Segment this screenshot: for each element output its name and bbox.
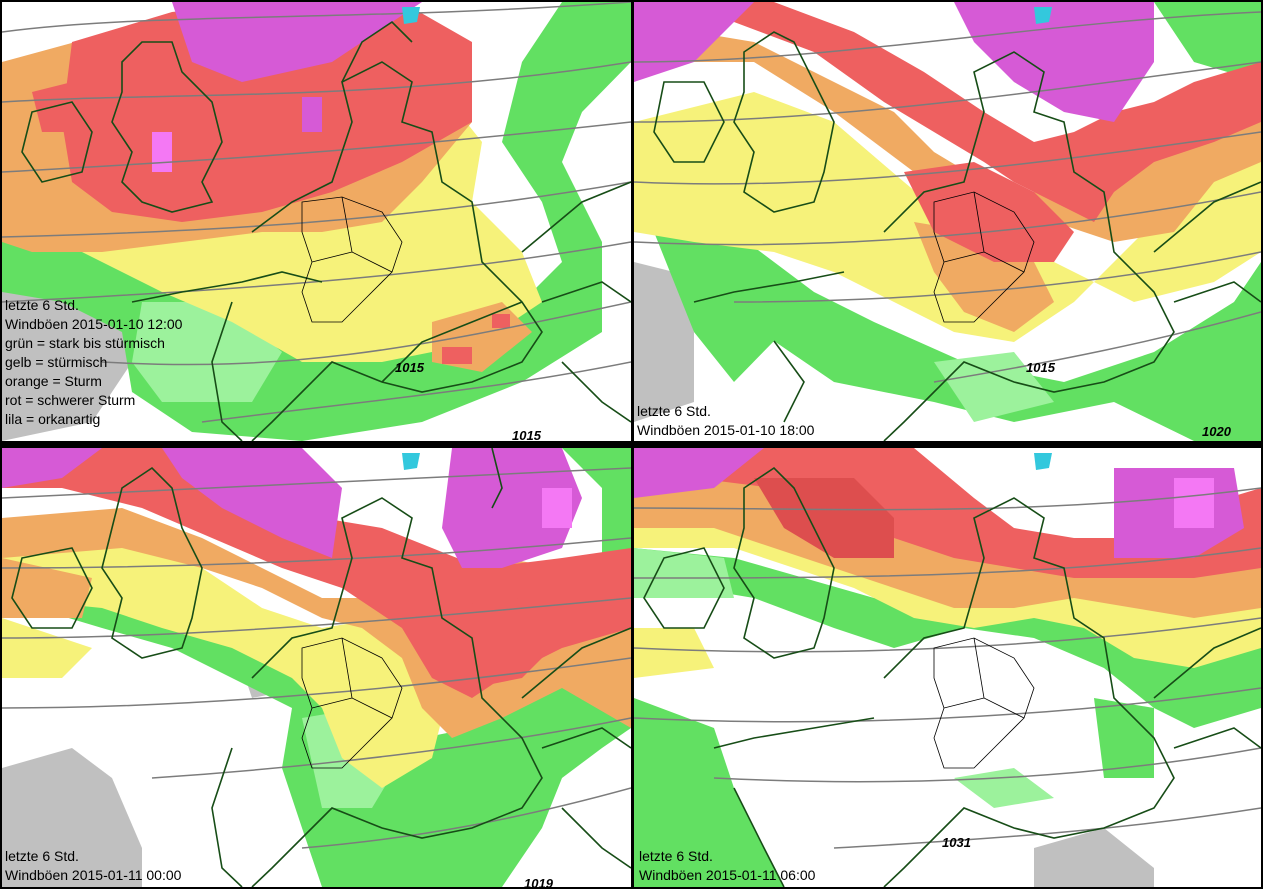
caption-line-title: Windböen 2015-01-11 06:00: [639, 867, 816, 883]
caption-line-period: letzte 6 Std.: [5, 297, 79, 313]
wind-gust-map-1: [2, 2, 631, 441]
caption-line-title: Windböen 2015-01-10 18:00: [637, 422, 815, 438]
map-caption-3: letzte 6 Std. Windböen 2015-01-11 00:00: [5, 847, 181, 885]
map-panel-2: letzte 6 Std. Windböen 2015-01-10 18:00 …: [634, 2, 1261, 441]
legend-yellow: gelb = stürmisch: [5, 354, 108, 370]
isobar-label: 1031: [942, 835, 971, 850]
caption-line-title: Windböen 2015-01-11 00:00: [5, 867, 182, 883]
legend-orange: orange = Sturm: [5, 373, 102, 389]
wind-gust-map-4: [634, 448, 1261, 887]
caption-line-title: Windböen 2015-01-10 12:00: [5, 316, 183, 332]
isobar-label-2: 1020: [1202, 424, 1231, 439]
isobar-label: 1015: [1026, 360, 1055, 375]
isobar-label-2: 1015: [512, 428, 541, 441]
map-panel-4: letzte 6 Std. Windböen 2015-01-11 06:00 …: [634, 448, 1261, 887]
map-caption-1: letzte 6 Std. Windböen 2015-01-10 12:00 …: [5, 296, 182, 429]
caption-line-period: letzte 6 Std.: [639, 848, 713, 864]
legend-red: rot = schwerer Sturm: [5, 392, 136, 408]
map-panel-1: letzte 6 Std. Windböen 2015-01-10 12:00 …: [2, 2, 631, 441]
isobar-label: 1015: [395, 360, 424, 375]
map-panel-3: letzte 6 Std. Windböen 2015-01-11 00:00 …: [2, 448, 631, 887]
caption-line-period: letzte 6 Std.: [5, 848, 79, 864]
map-caption-2: letzte 6 Std. Windböen 2015-01-10 18:00: [637, 402, 814, 440]
wind-gust-map-3: [2, 448, 631, 887]
caption-line-period: letzte 6 Std.: [637, 403, 711, 419]
legend-green: grün = stark bis stürmisch: [5, 335, 165, 351]
wind-gust-map-2: [634, 2, 1261, 441]
map-caption-4: letzte 6 Std. Windböen 2015-01-11 06:00: [639, 847, 815, 885]
isobar-label: 1019: [524, 876, 553, 887]
legend-lila: lila = orkanartig: [5, 411, 101, 427]
